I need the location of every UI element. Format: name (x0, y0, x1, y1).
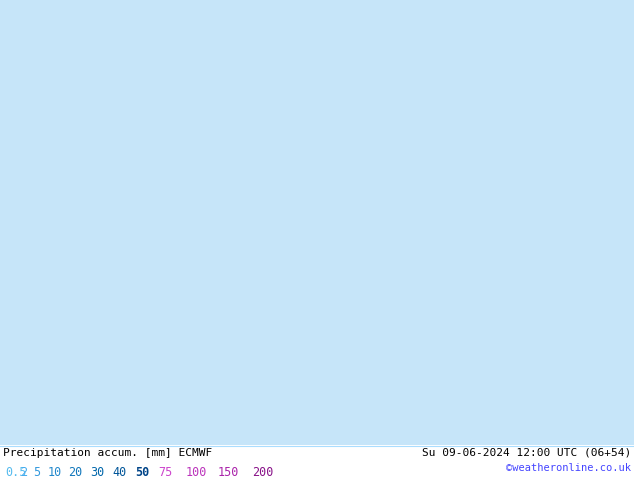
Text: Precipitation accum. [mm] ECMWF: Precipitation accum. [mm] ECMWF (3, 448, 212, 458)
Text: 75: 75 (158, 466, 172, 479)
Text: 200: 200 (252, 466, 273, 479)
Text: 2: 2 (20, 466, 27, 479)
Text: 50: 50 (135, 466, 149, 479)
Text: 20: 20 (68, 466, 82, 479)
Text: Su 09-06-2024 12:00 UTC (06+54): Su 09-06-2024 12:00 UTC (06+54) (422, 448, 631, 458)
Text: 30: 30 (90, 466, 104, 479)
Text: 100: 100 (186, 466, 207, 479)
Text: 40: 40 (112, 466, 126, 479)
Text: 10: 10 (48, 466, 62, 479)
Text: ©weatheronline.co.uk: ©weatheronline.co.uk (506, 463, 631, 473)
Text: 5: 5 (33, 466, 40, 479)
Text: 150: 150 (218, 466, 240, 479)
Text: 0.5: 0.5 (5, 466, 27, 479)
